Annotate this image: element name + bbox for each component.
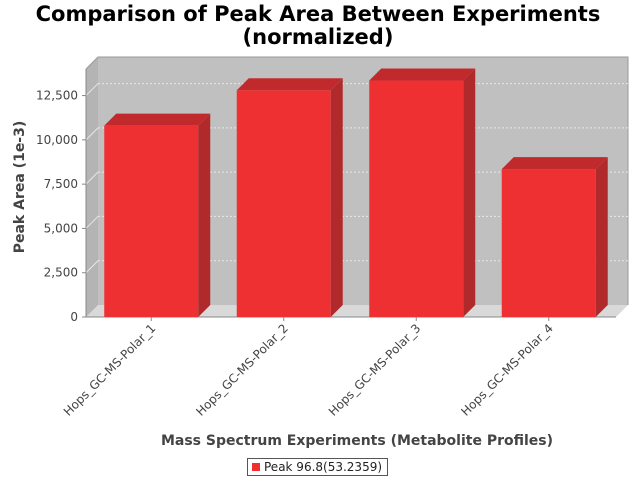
x-tick-label: Hops_GC-MS-Polar_4 [458,321,556,419]
chart-title-line-2: (normalized) [243,25,394,49]
x-tick-label: Hops_GC-MS-Polar_2 [193,321,291,419]
plot-area: 0 2,500 5,000 7,500 10,000 12,500 Hops_GC-MS-P… [36,56,629,419]
gridline-side [85,171,99,185]
gridline-side [85,83,99,96]
bar [104,125,199,317]
gridline-side [85,216,99,229]
gridline-side [85,260,99,274]
bar [236,90,331,317]
y-axis-label: Peak Area (1e-3) [12,121,28,254]
legend: Peak 96.8(53.2359) [247,458,389,476]
y-tick-label: 2,500 [44,266,78,280]
bar [369,80,464,317]
plot-left-wall [86,57,98,317]
y-tick-label: 5,000 [44,221,78,235]
y-tick-label: 12,500 [36,89,78,103]
bar-top [501,157,608,170]
gridline-side [85,127,99,141]
bar-top [236,78,343,91]
plot-floor [86,305,628,317]
plot-back-wall [86,57,628,317]
y-tick-label: 0 [70,310,78,324]
x-axis-label: Mass Spectrum Experiments (Metabolite Pr… [161,433,553,449]
bar-side [330,78,343,317]
chart-title-line-1: Comparison of Peak Area Between Experime… [36,2,601,26]
bar-top [104,113,211,126]
bar [501,169,596,317]
bar-top [369,68,476,81]
plot-outline [85,56,629,305]
legend-label: Peak 96.8(53.2359) [264,460,383,474]
bar-side [595,157,608,317]
x-tick-label: Hops_GC-MS-Polar_3 [326,321,424,419]
bar-side [198,113,211,317]
y-tick-label: 7,500 [44,177,78,191]
y-tick-label: 10,000 [36,133,78,147]
x-tick-label: Hops_GC-MS-Polar_1 [61,321,159,419]
bar-side [463,68,476,317]
legend-swatch [252,463,260,471]
